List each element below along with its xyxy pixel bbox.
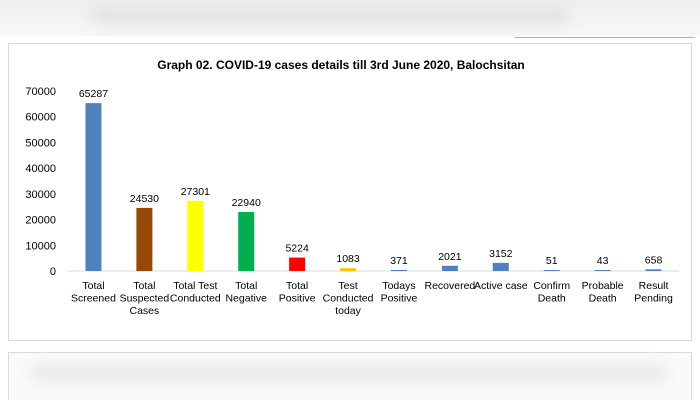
data-label: 65287 <box>79 88 108 100</box>
y-tick-label: 0 <box>50 266 56 278</box>
bar <box>187 200 204 271</box>
data-label: 51 <box>546 255 558 267</box>
bar <box>390 270 407 271</box>
data-label: 5224 <box>285 243 309 255</box>
blurred-header <box>0 0 700 36</box>
x-tick-label: Test Conducted today <box>323 280 374 317</box>
x-tick-label: Total Suspected Cases <box>120 280 170 317</box>
bar <box>340 268 357 271</box>
data-label: 22940 <box>232 197 261 209</box>
chart-card: Graph 02. COVID-19 cases details till 3r… <box>8 43 692 341</box>
data-label: 2021 <box>438 251 462 263</box>
x-tick-label: Total Negative <box>225 280 267 305</box>
data-label: 43 <box>597 255 609 267</box>
bar <box>136 207 153 271</box>
bar <box>238 212 255 271</box>
x-tick-label: Result Pending <box>634 280 673 305</box>
y-tick-label: 70000 <box>25 86 56 98</box>
y-tick-label: 30000 <box>25 189 56 201</box>
x-tick-label: Total Test Conducted <box>170 280 221 305</box>
y-tick-label: 10000 <box>25 240 56 252</box>
header-divider <box>515 37 695 38</box>
bar <box>85 103 102 271</box>
bar <box>645 269 662 271</box>
bar <box>492 262 509 271</box>
x-tick-label: Active case <box>474 280 528 292</box>
x-tick-label: Probable Death <box>582 280 624 305</box>
x-tick-label: Total Screened <box>71 280 116 305</box>
x-tick-label: Todays Positive <box>381 280 418 305</box>
y-tick-label: 20000 <box>25 215 56 227</box>
bar <box>441 265 458 271</box>
data-label: 3152 <box>489 248 513 260</box>
data-label: 27301 <box>181 186 210 198</box>
y-tick-label: 60000 <box>25 112 56 124</box>
data-label: 24530 <box>130 193 159 205</box>
y-tick-label: 40000 <box>25 163 56 175</box>
data-label: 1083 <box>336 253 360 265</box>
blurred-footer-card <box>8 352 692 400</box>
chart-title: Graph 02. COVID-19 cases details till 3r… <box>157 58 524 72</box>
bar <box>289 257 306 271</box>
bar-chart: Graph 02. COVID-19 cases details till 3r… <box>25 58 679 317</box>
x-tick-label: Recovered <box>424 280 475 292</box>
x-tick-label: Total Positive <box>279 280 316 305</box>
x-tick-label: Confirm Death <box>533 280 570 305</box>
y-tick-label: 50000 <box>25 137 56 149</box>
bar <box>543 270 560 271</box>
bar <box>594 270 611 271</box>
data-label: 658 <box>645 254 663 266</box>
data-label: 371 <box>390 255 408 267</box>
